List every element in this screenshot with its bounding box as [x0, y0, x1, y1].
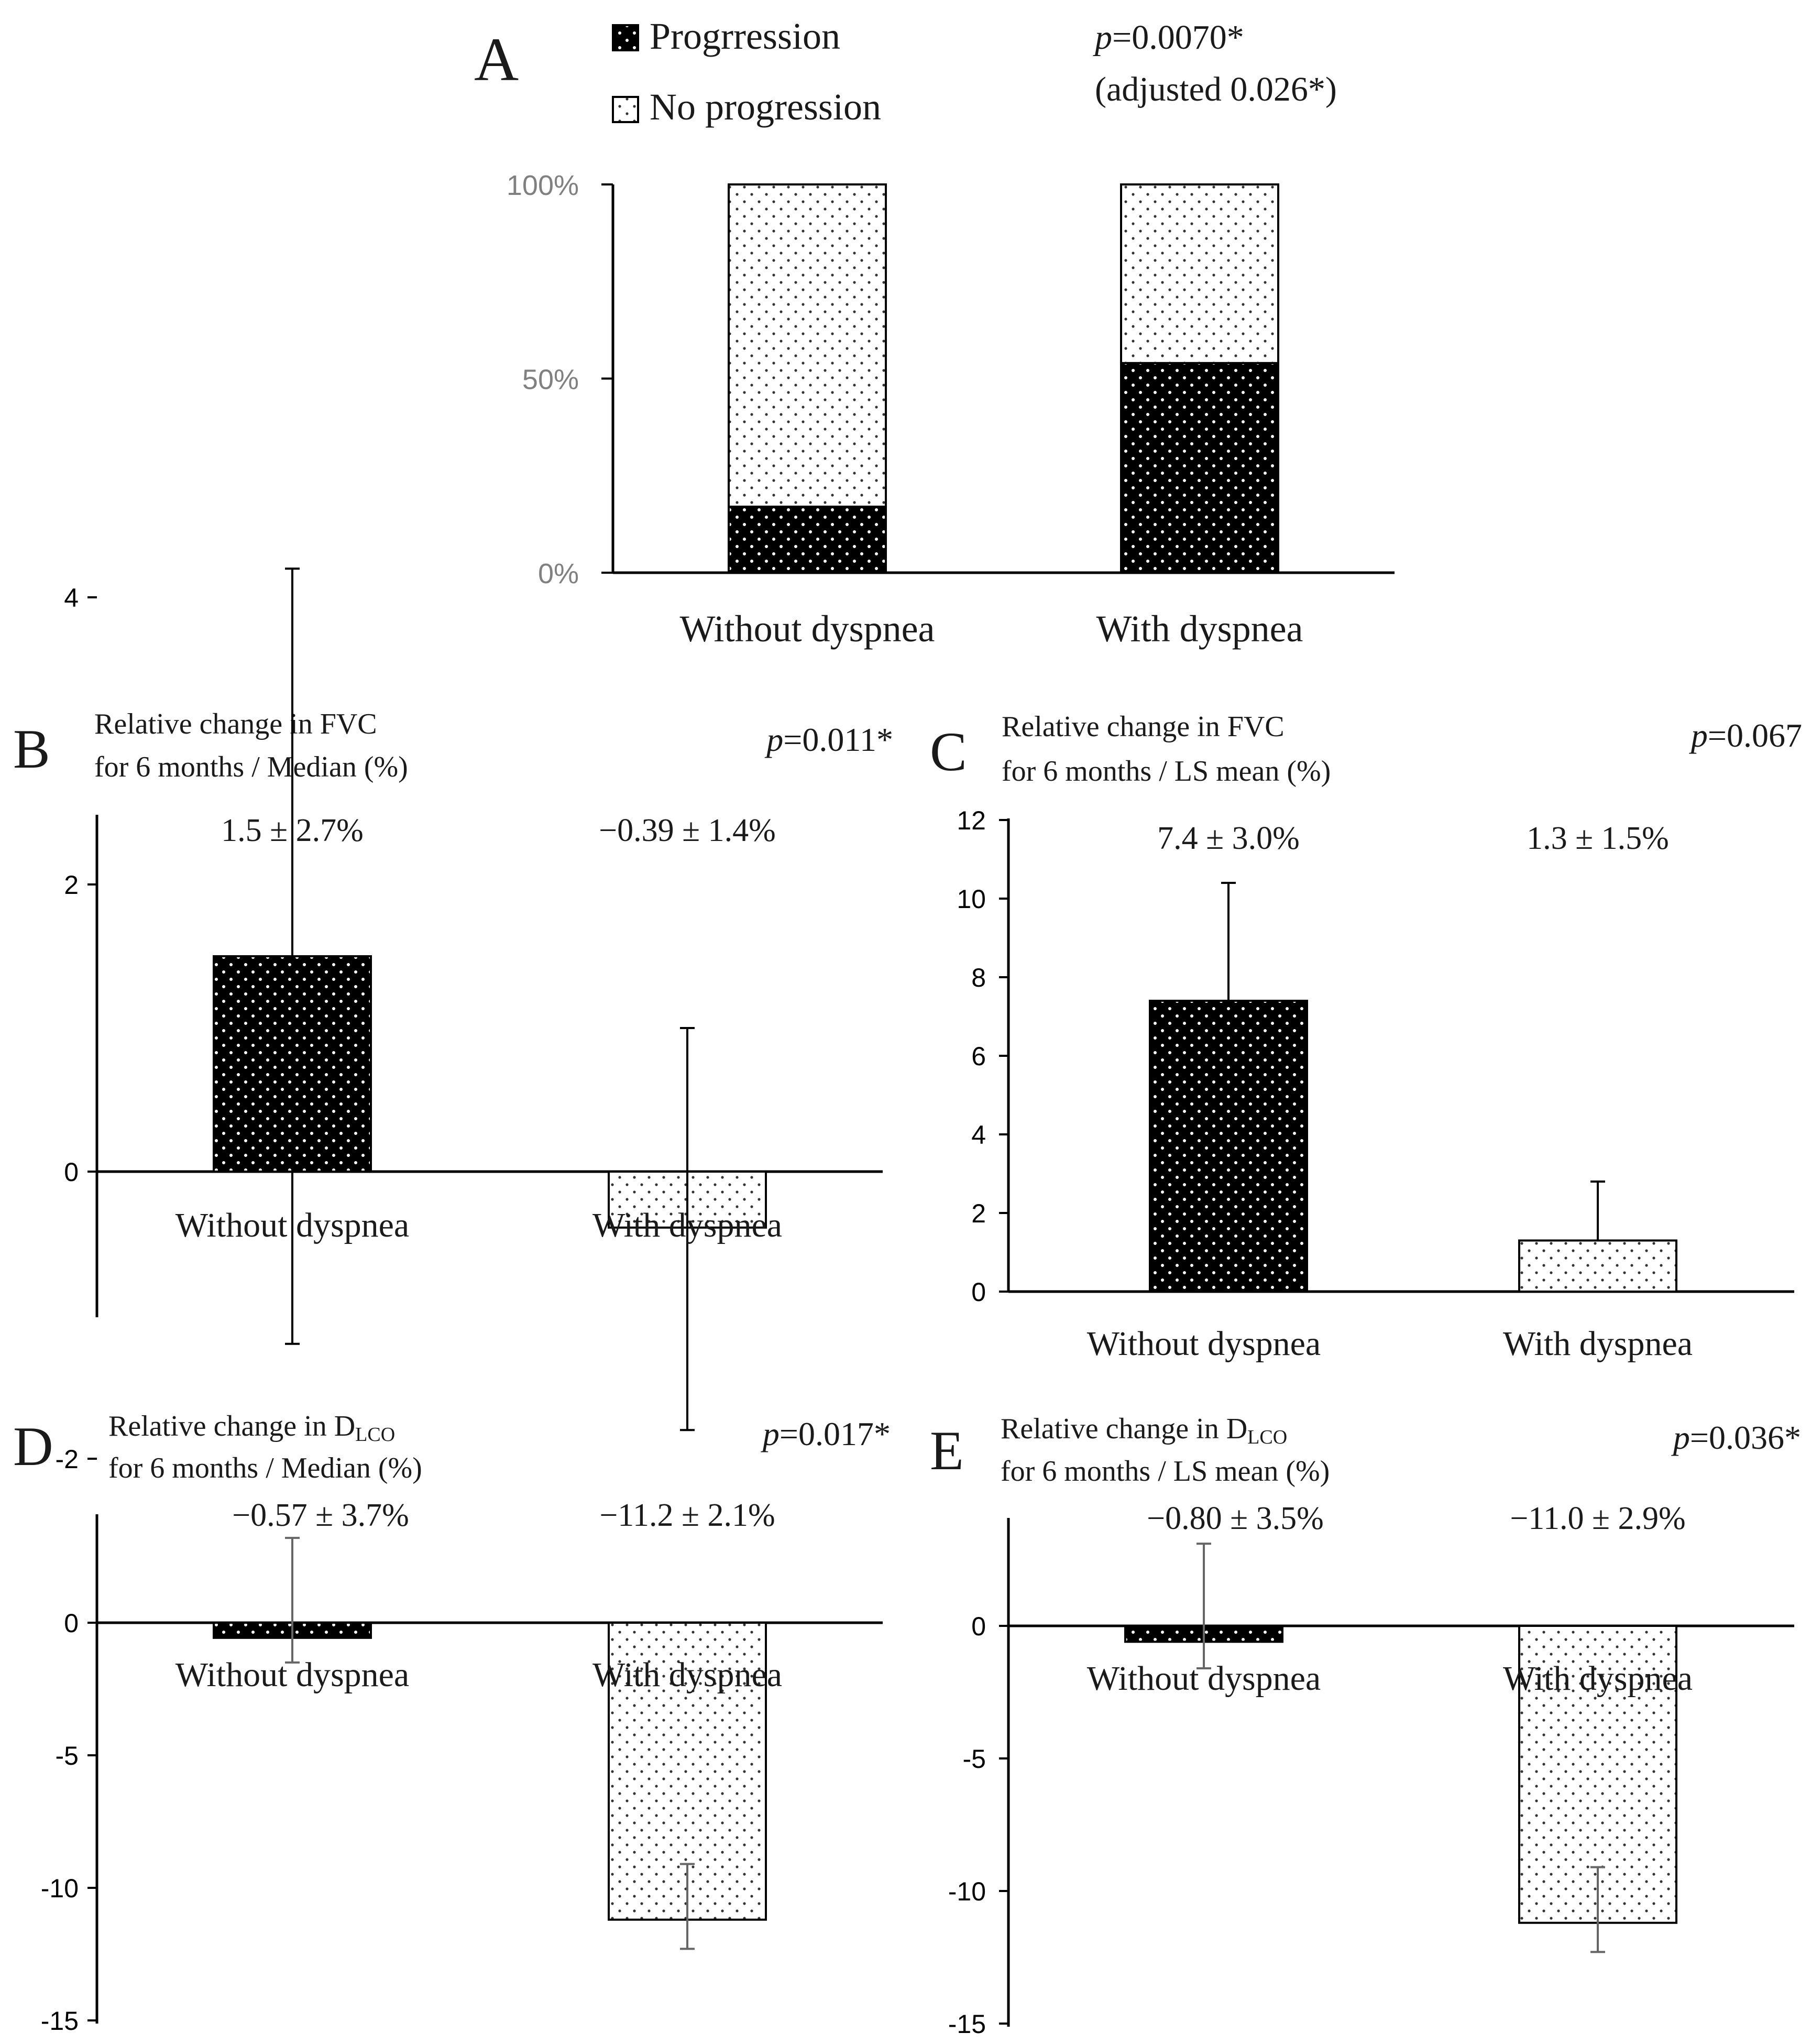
y-tick-label-c-2: 4 [971, 1120, 986, 1150]
panel-e: E Relative change in DLCO for 6 months /… [930, 1413, 1801, 2039]
panel-b: B Relative change in FVC for 6 months / … [13, 567, 893, 1474]
y-tick-label-d-1: -5 [56, 1741, 79, 1770]
value-label-b-with: −0.39 ± 1.4% [599, 813, 776, 848]
bars-b [213, 567, 767, 1431]
bar-a-1-0 [1120, 362, 1279, 574]
p-italic-a: p [1093, 18, 1112, 57]
bars-e [1124, 1543, 1677, 1953]
p-number-b: =0.011* [783, 721, 893, 758]
value-label-d-with: −11.2 ± 2.1% [599, 1498, 775, 1533]
value-label-e-with: −11.0 ± 2.9% [1510, 1501, 1685, 1536]
title-d-line1: Relative change in DLCO [108, 1410, 395, 1446]
y-tick-label-d-3: -15 [41, 2006, 79, 2036]
category-label-c-without: Without dyspnea [1087, 1325, 1321, 1363]
category-label-a-with: With dyspnea [1096, 608, 1303, 650]
p-number-e: =0.036* [1690, 1419, 1801, 1456]
y-tick-label-c-4: 8 [971, 963, 986, 992]
panel-d: D Relative change in DLCO for 6 months /… [13, 1410, 891, 2036]
bar-a-0-1 [728, 183, 887, 508]
p-number-a: =0.0070* [1112, 18, 1244, 57]
y-tick-label-b-0: 4 [64, 583, 79, 613]
y-ticks-b: 4 2 0 -2 [56, 583, 97, 1474]
title-b-line2: for 6 months / Median (%) [94, 751, 408, 783]
category-label-c-with: With dyspnea [1503, 1325, 1693, 1363]
bar-a-0-0 [728, 506, 887, 574]
category-label-a-without: Without dyspnea [679, 608, 935, 650]
panel-label-e: E [930, 1420, 964, 1481]
category-label-b-without: Without dyspnea [175, 1206, 409, 1244]
value-label-c-with: 1.3 ± 1.5% [1527, 821, 1669, 856]
y-tick-label-c-0: 0 [971, 1277, 986, 1307]
title-d-line2: for 6 months / Median (%) [108, 1452, 422, 1484]
panel-label-c: C [930, 721, 967, 782]
p-value-a: p=0.0070* [1093, 18, 1244, 57]
y-ticks-d: 0 -5 -10 -15 [41, 1609, 97, 2036]
title-c-line1: Relative change in FVC [1002, 711, 1285, 743]
y-ticks-c: 0 2 4 6 8 10 12 [957, 806, 1008, 1307]
title-d-main: Relative change in D [108, 1410, 355, 1442]
title-e-subscript: LCO [1247, 1426, 1287, 1448]
y-ticks-a: 0% 50% 100% [507, 170, 613, 589]
y-tick-label-a-0: 0% [538, 558, 579, 589]
category-label-d-without: Without dyspnea [175, 1656, 409, 1694]
p-italic-e: p [1671, 1419, 1690, 1456]
category-label-e-with: With dyspnea [1503, 1659, 1693, 1698]
y-tick-label-e-3: -15 [948, 2009, 986, 2039]
legend-label-progression: Progrression [650, 15, 840, 57]
panel-label-b: B [13, 718, 50, 780]
legend-label-no-progression: No progression [650, 86, 881, 128]
bars-c [1149, 882, 1677, 1293]
title-d-subscript: LCO [355, 1424, 395, 1446]
y-tick-label-d-2: -10 [41, 1874, 79, 1903]
panel-label-d: D [13, 1416, 53, 1477]
y-tick-label-d-0: 0 [64, 1609, 79, 1638]
y-tick-label-c-6: 12 [957, 806, 986, 835]
y-tick-label-a-1: 50% [522, 364, 579, 396]
p-italic-b: p [764, 721, 783, 758]
category-label-e-without: Without dyspnea [1087, 1659, 1321, 1698]
title-b-line1: Relative change in FVC [94, 708, 377, 740]
title-e-line2: for 6 months / LS mean (%) [1001, 1455, 1330, 1488]
y-ticks-e: 0 -5 -10 -15 [948, 1612, 1008, 2039]
value-label-d-without: −0.57 ± 3.7% [232, 1498, 409, 1533]
p-adjusted-a: (adjusted 0.026*) [1095, 70, 1337, 108]
p-value-c: p=0.067 [1689, 717, 1802, 754]
y-tick-label-b-3: -2 [56, 1445, 79, 1474]
y-tick-label-e-0: 0 [971, 1612, 986, 1641]
title-c-line2: for 6 months / LS mean (%) [1002, 755, 1331, 788]
y-tick-label-a-2: 100% [507, 170, 579, 201]
category-label-d-with: With dyspnea [592, 1656, 782, 1694]
legend-swatch-no-progression [612, 96, 639, 123]
title-e-line1: Relative change in DLCO [1001, 1413, 1287, 1448]
y-tick-label-c-3: 6 [971, 1042, 986, 1071]
y-tick-label-c-5: 10 [957, 884, 986, 914]
bar-c-1 [1518, 1239, 1677, 1293]
panel-label-a: A [474, 25, 519, 94]
y-tick-label-e-2: -10 [948, 1877, 986, 1906]
p-value-d: p=0.017* [761, 1415, 891, 1452]
bars-a [728, 183, 1279, 574]
p-italic-d: p [761, 1415, 780, 1452]
value-label-c-without: 7.4 ± 3.0% [1157, 821, 1300, 856]
y-tick-label-b-1: 2 [64, 870, 79, 900]
value-label-e-without: −0.80 ± 3.5% [1147, 1501, 1324, 1536]
panel-c: C Relative change in FVC for 6 months / … [930, 711, 1802, 1363]
panel-a: A Progrression No progression p=0.0070* … [474, 15, 1395, 650]
p-value-b: p=0.011* [764, 721, 893, 758]
p-value-e: p=0.036* [1671, 1419, 1801, 1456]
title-e-main: Relative change in D [1001, 1413, 1247, 1445]
y-tick-label-b-2: 0 [64, 1157, 79, 1187]
value-label-b-without: 1.5 ± 2.7% [221, 813, 364, 848]
y-tick-label-c-1: 2 [971, 1199, 986, 1228]
bars-d [213, 1537, 767, 1950]
bar-a-1-1 [1120, 183, 1279, 364]
p-number-d: =0.017* [780, 1415, 891, 1452]
p-italic-c: p [1689, 717, 1708, 754]
legend-swatch-progression [612, 24, 639, 51]
y-tick-label-e-1: -5 [963, 1744, 986, 1774]
p-number-c: =0.067 [1708, 717, 1802, 754]
category-label-b-with: With dyspnea [592, 1206, 782, 1244]
bar-c-0 [1149, 1000, 1308, 1293]
